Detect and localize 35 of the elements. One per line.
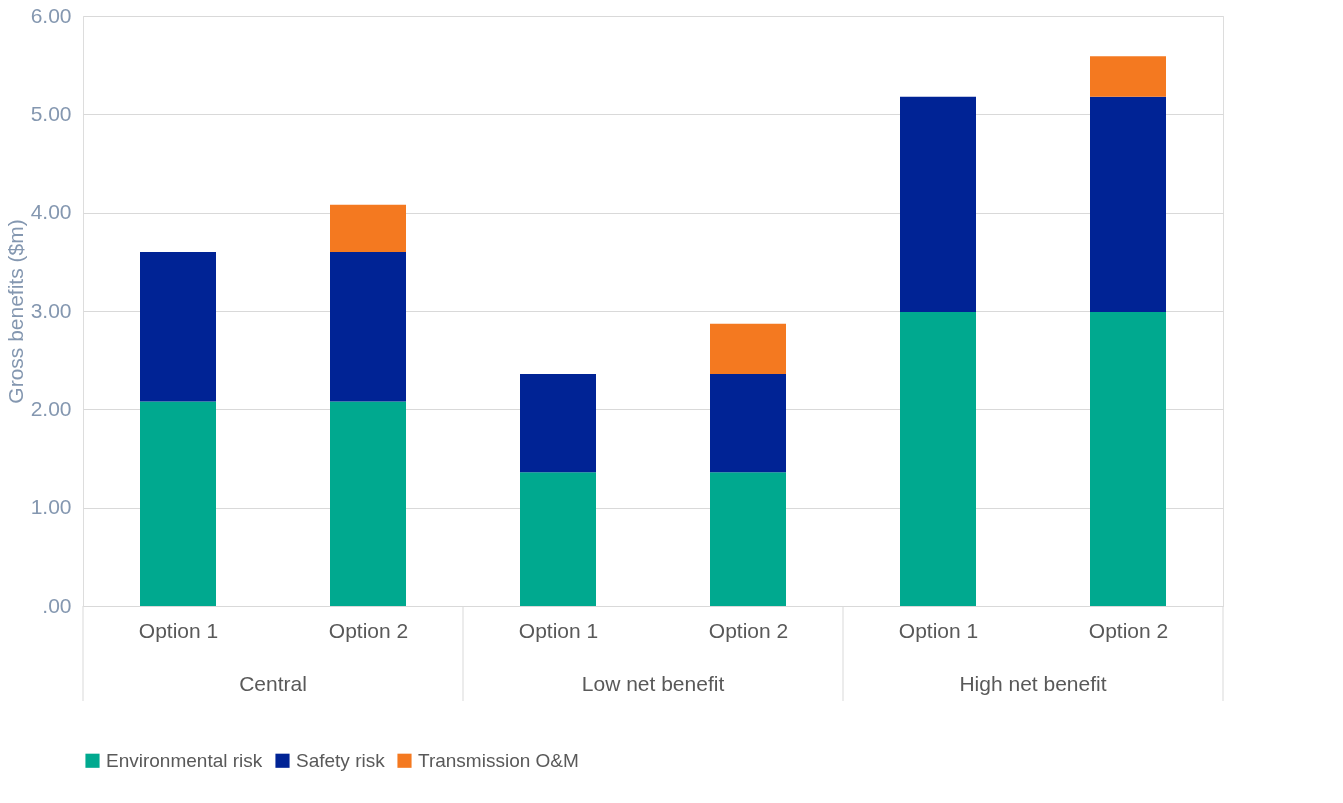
bar bbox=[140, 401, 216, 606]
legend-label: Transmission O&M bbox=[418, 749, 579, 771]
bar bbox=[330, 204, 406, 252]
bar bbox=[520, 472, 596, 606]
text: High net benefit bbox=[959, 672, 1107, 695]
y-tick-label: 6.00 bbox=[30, 3, 72, 27]
bar bbox=[710, 472, 786, 606]
bar bbox=[1090, 56, 1166, 97]
bar bbox=[1090, 96, 1166, 312]
y-axis-title: Gross benefits ($m) bbox=[3, 219, 27, 404]
x-tick-label: Option 1 bbox=[518, 618, 599, 642]
y-tick-label: 1.00 bbox=[30, 495, 72, 519]
y-tick-label: 5.00 bbox=[30, 101, 72, 125]
legend-label: Environmental risk bbox=[106, 749, 263, 771]
bar bbox=[900, 311, 976, 606]
x-tick-label: Option 1 bbox=[898, 618, 979, 642]
bar bbox=[520, 373, 596, 473]
bar bbox=[710, 323, 786, 374]
x-tick-label: Option 1 bbox=[138, 618, 219, 642]
x-tick-label: Option 2 bbox=[1088, 618, 1169, 642]
bar bbox=[900, 96, 976, 312]
y-tick-label: 4.00 bbox=[30, 200, 72, 224]
y-tick-label: .00 bbox=[42, 593, 72, 617]
bar bbox=[140, 252, 216, 402]
text: Low net benefit bbox=[581, 672, 725, 695]
bar bbox=[330, 401, 406, 606]
bar bbox=[330, 252, 406, 402]
x-tick-label: Option 2 bbox=[328, 618, 409, 642]
bar bbox=[1090, 311, 1166, 606]
bar bbox=[710, 373, 786, 473]
legend-label: Safety risk bbox=[296, 749, 386, 771]
text: Central bbox=[239, 672, 307, 695]
x-tick-label: Option 2 bbox=[708, 618, 789, 642]
y-tick-label: 2.00 bbox=[30, 396, 72, 420]
y-tick-label: 3.00 bbox=[30, 298, 72, 322]
